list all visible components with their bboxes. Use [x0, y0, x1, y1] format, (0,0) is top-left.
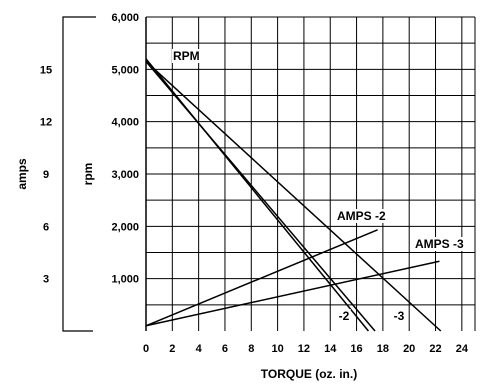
series-lines [145, 58, 442, 332]
grid [146, 16, 476, 331]
rpm-tick-label: 4,000 [111, 117, 139, 129]
series-line-5 [145, 260, 440, 327]
rpm-tick-label: 3,000 [111, 169, 139, 181]
axes [62, 16, 147, 332]
amps-axis-bracket [62, 16, 96, 332]
x-tick-label: 18 [377, 343, 389, 355]
x-tick-label: 4 [196, 343, 203, 355]
amps-tick-label: 3 [43, 274, 49, 286]
x-tick-label: 12 [298, 343, 310, 355]
amps-tick-label: 9 [43, 169, 49, 181]
series-label-background [414, 237, 465, 251]
x-tick-label: 20 [403, 343, 415, 355]
series-line-2 [145, 60, 376, 332]
rpm-tick-label: 1,000 [111, 274, 139, 286]
x-tick-label: 8 [248, 343, 254, 355]
rpm-tick-label: 5,000 [111, 64, 139, 76]
series-line-3 [145, 60, 442, 332]
x-tick-label: 22 [429, 343, 441, 355]
amps-axis-title: amps [15, 158, 29, 190]
amps-tick-label: 12 [40, 117, 52, 129]
x-tick-label: 14 [324, 343, 337, 355]
x-tick-label: 24 [456, 343, 469, 355]
x-tick-label: 16 [350, 343, 362, 355]
rpm-tick-label: 6,000 [111, 12, 139, 24]
x-tick-label: 10 [271, 343, 283, 355]
x-tick-label: 0 [143, 343, 149, 355]
x-tick-label: 2 [169, 343, 175, 355]
series-label-background [336, 209, 387, 223]
series-label-1: RPM [173, 49, 200, 63]
series-label-5: AMPS -3 [415, 237, 464, 251]
series-label-background [392, 309, 406, 323]
rpm-axis-title: rpm [81, 163, 95, 186]
series-line-4 [145, 229, 378, 327]
series-label-background [337, 309, 351, 323]
amps-tick-label: 15 [40, 64, 52, 76]
series-label-4: AMPS -2 [337, 209, 386, 223]
series-label-background [172, 49, 201, 63]
series-label-2: -2 [339, 309, 350, 323]
x-axis-title: TORQUE (oz. in.) [261, 367, 357, 381]
amps-tick-label: 6 [43, 221, 49, 233]
series-label-3: -3 [394, 309, 405, 323]
rpm-tick-label: 2,000 [111, 221, 139, 233]
x-tick-label: 6 [222, 343, 228, 355]
